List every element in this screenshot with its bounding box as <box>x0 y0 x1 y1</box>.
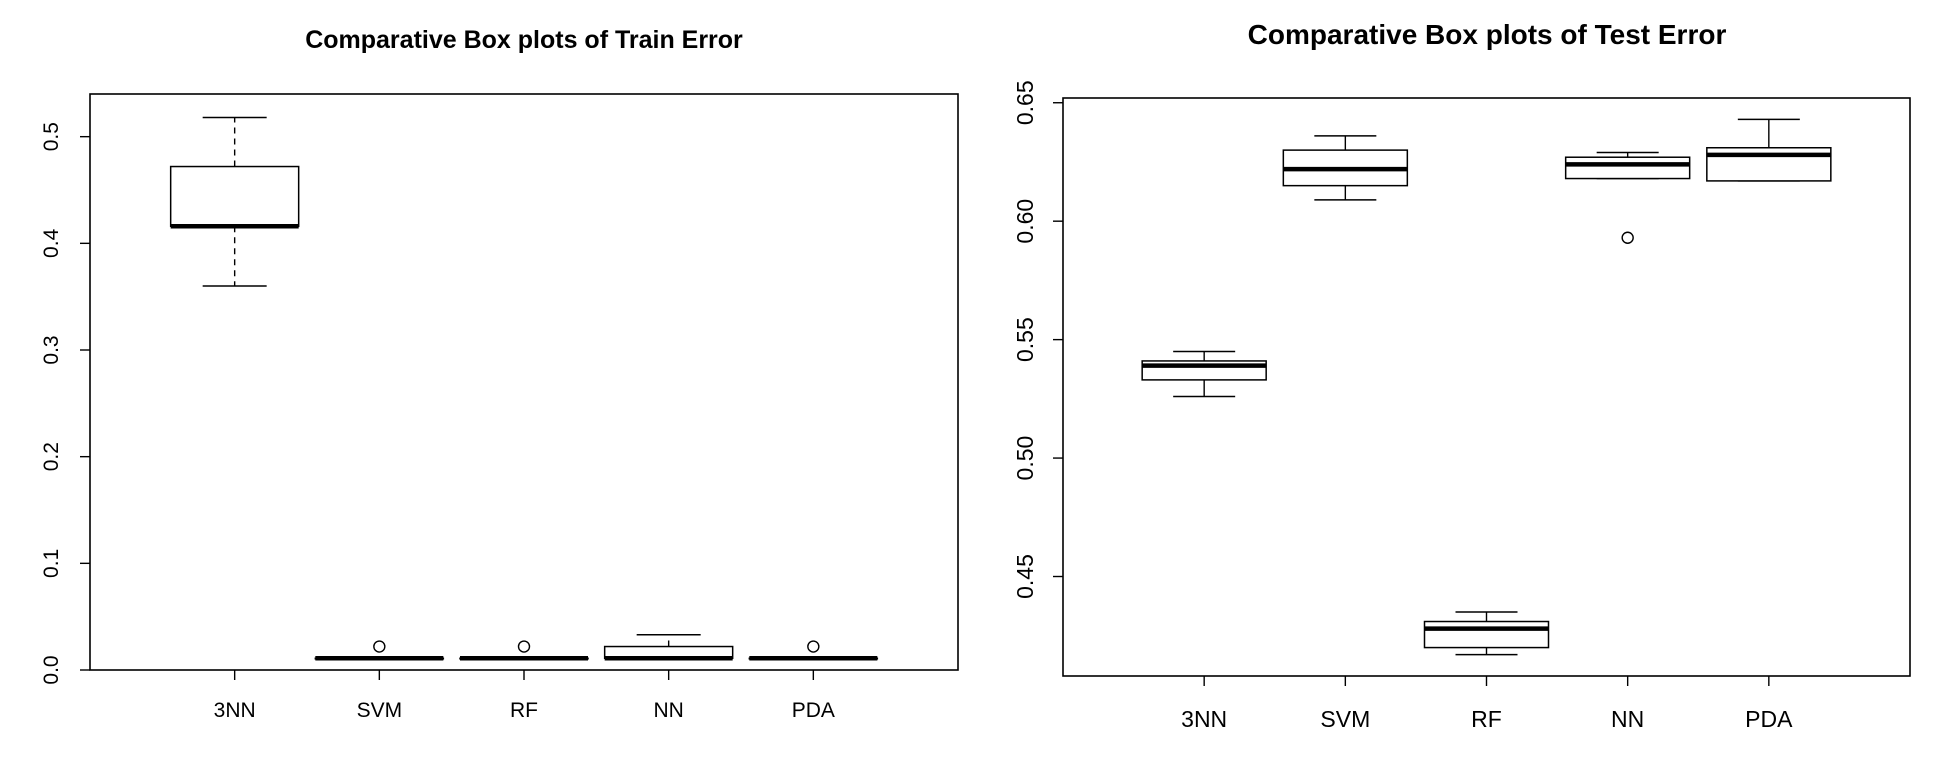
chart-panel-2: Comparative Box plots of Test Error 0.45 0… <box>1012 19 1911 732</box>
x-tick-label: 3NN <box>214 699 256 722</box>
box-rf <box>459 640 589 661</box>
x-tick-label: PDA <box>792 699 835 722</box>
outlier-point <box>373 640 386 653</box>
box-iqr <box>169 165 300 228</box>
y-tick-label: 0.50 <box>1012 436 1038 481</box>
box-3nn <box>169 116 300 287</box>
x-tick-label: NN <box>1611 706 1644 732</box>
x-tick-label: RF <box>1471 706 1502 732</box>
y-tick-label: 0.5 <box>40 122 63 151</box>
chart-panel-1: Comparative Box plots of Train Error 0.0 0… <box>40 26 959 722</box>
y-tick-label: 0.65 <box>1012 80 1038 125</box>
box-rf <box>1423 611 1550 656</box>
box-3nn <box>1141 350 1267 398</box>
outlier-point <box>517 640 531 653</box>
plot-frame <box>1062 97 1911 677</box>
y-tick-label: 0.1 <box>40 549 63 578</box>
box-svm <box>314 640 445 661</box>
x-tick-label: SVM <box>357 699 403 722</box>
box-iqr <box>1423 620 1550 649</box>
outlier-point <box>1621 231 1634 244</box>
x-tick-label: SVM <box>1320 706 1370 732</box>
outlier-point <box>807 640 820 653</box>
y-tick-label: 0.3 <box>40 335 63 364</box>
box-pda <box>748 640 879 661</box>
x-tick-label: NN <box>653 699 683 722</box>
x-tick-label: RF <box>510 699 538 722</box>
y-tick-label: 0.4 <box>40 228 63 258</box>
box-nn <box>1564 151 1691 244</box>
x-tick-label: 3NN <box>1181 706 1227 732</box>
box-svm <box>1282 135 1409 201</box>
chart-title: Comparative Box plots of Test Error <box>1248 19 1727 50</box>
x-tick-label: PDA <box>1745 706 1793 732</box>
box-nn <box>603 634 734 661</box>
y-tick-label: 0.60 <box>1012 199 1038 244</box>
box-iqr <box>1564 156 1691 180</box>
box-pda <box>1706 118 1832 182</box>
y-tick-label: 0.45 <box>1012 554 1038 599</box>
y-tick-label: 0.2 <box>40 442 63 471</box>
y-tick-label: 0.55 <box>1012 317 1038 362</box>
chart-title: Comparative Box plots of Train Error <box>305 26 743 54</box>
y-tick-label: 0.0 <box>40 655 63 684</box>
